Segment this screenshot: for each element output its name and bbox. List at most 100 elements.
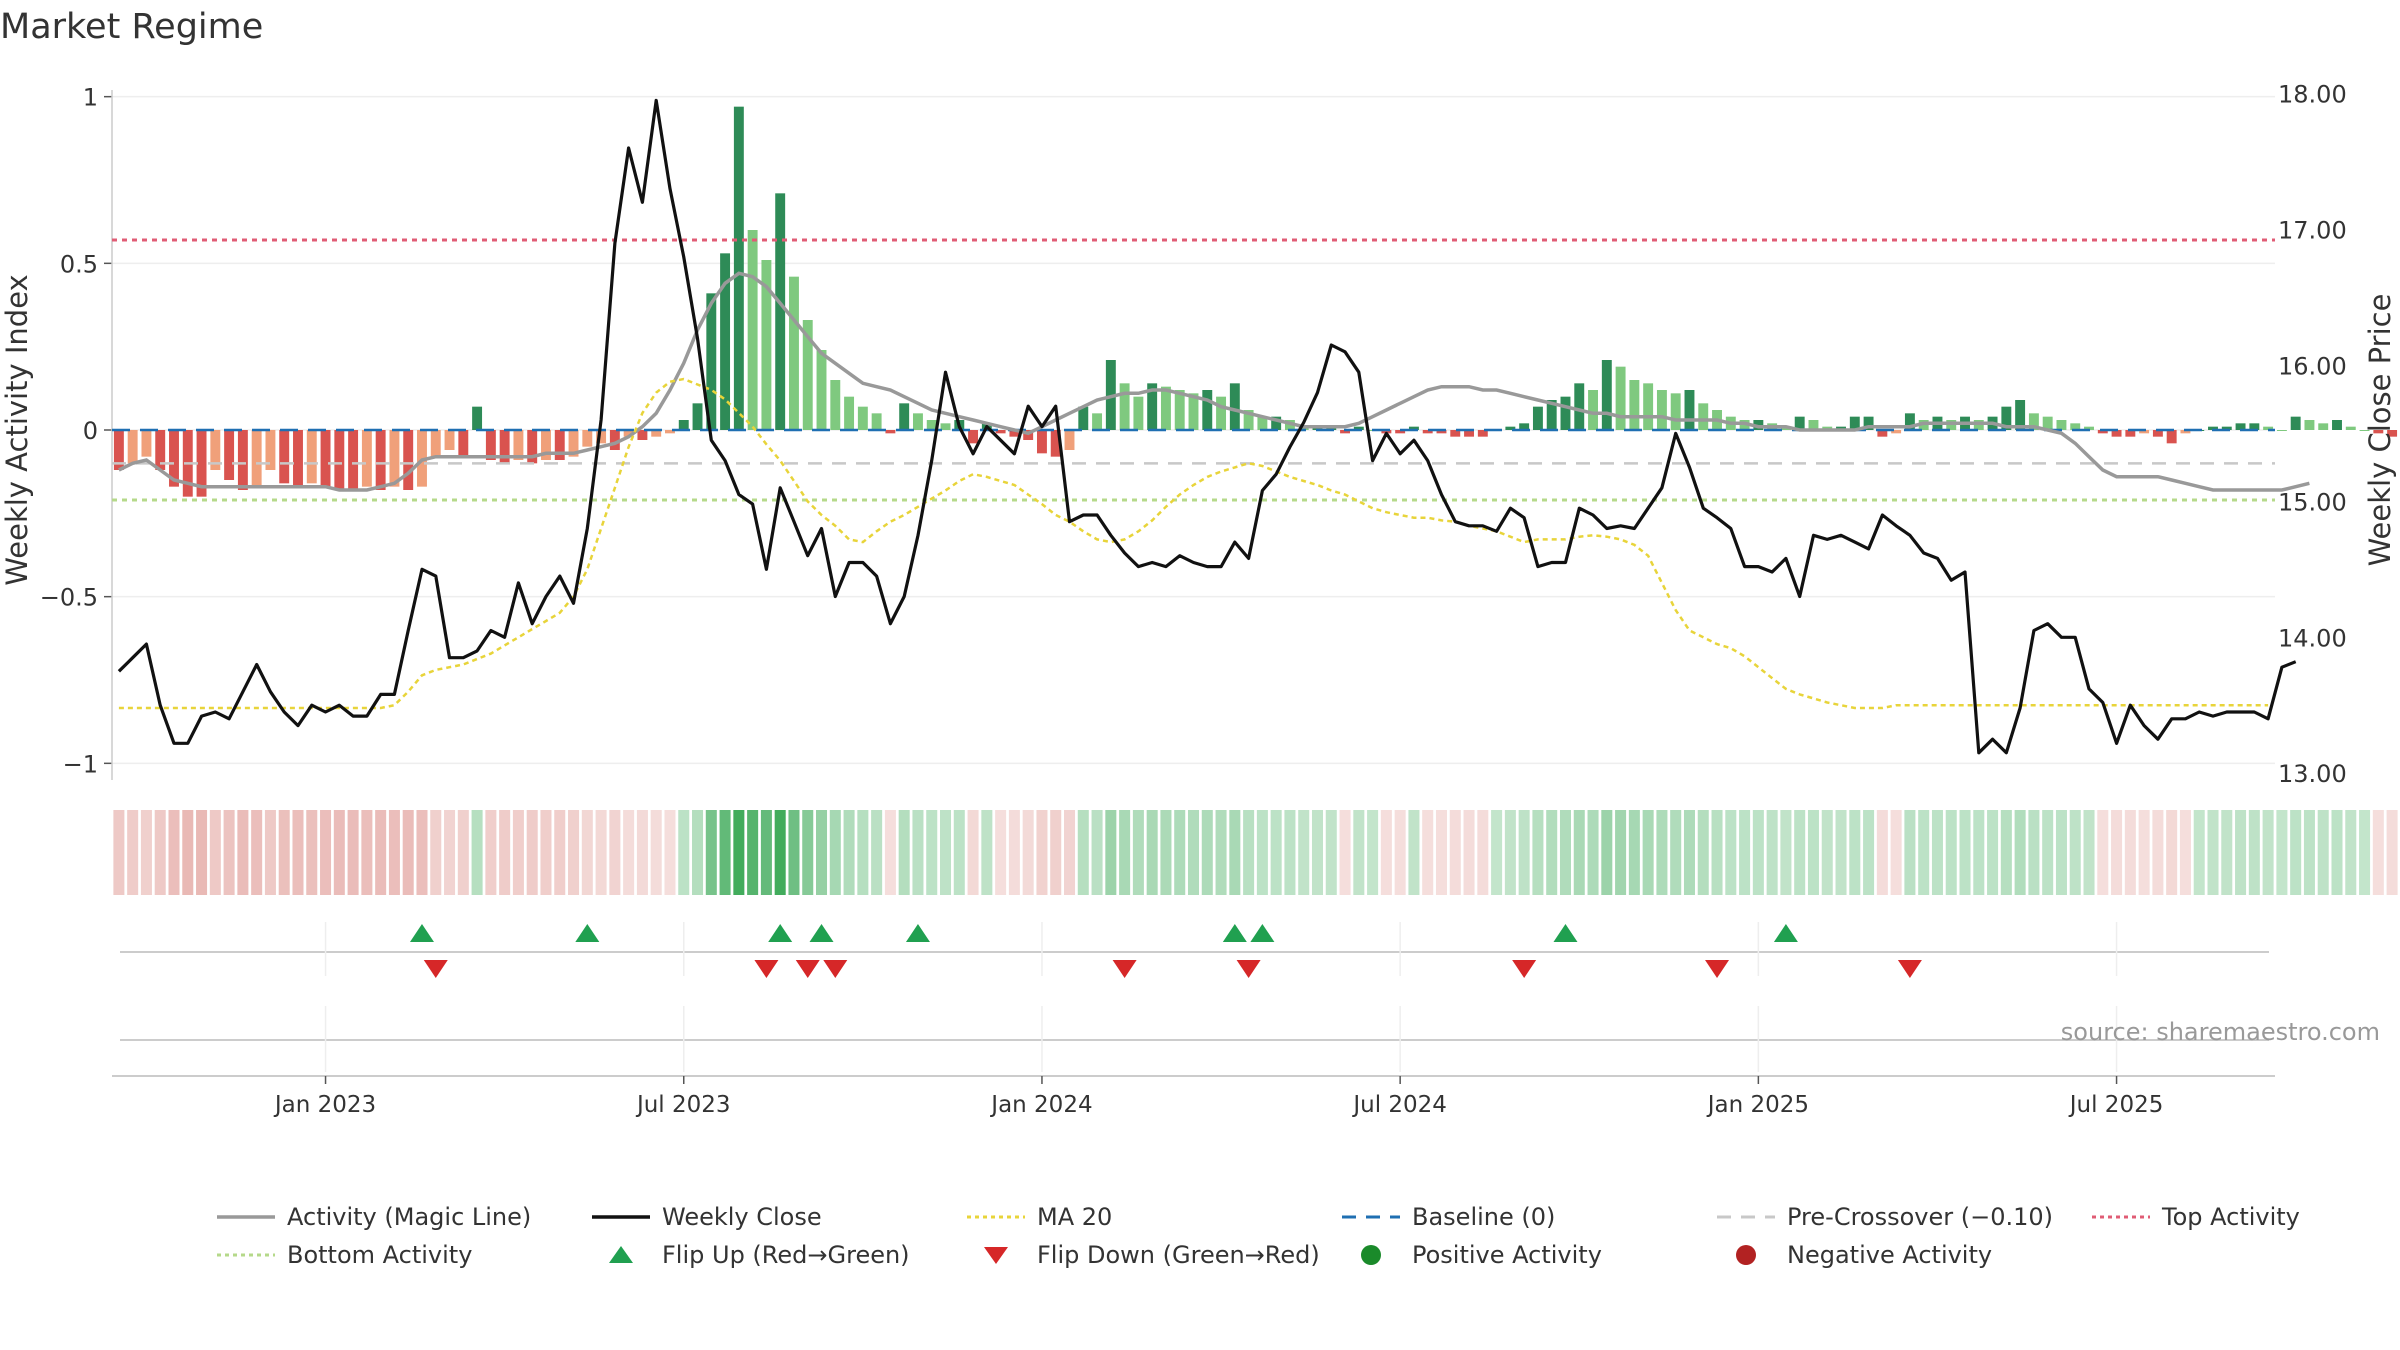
regime-cell: [609, 810, 621, 895]
flip-down-marker: [754, 960, 779, 978]
activity-bar: [1216, 396, 1227, 430]
activity-bar: [1271, 416, 1282, 430]
legend-swatch: [967, 1215, 1025, 1219]
regime-cell: [2179, 810, 2191, 895]
activity-bar: [1078, 406, 1089, 430]
activity-bar: [1849, 416, 1860, 430]
activity-bar: [912, 413, 923, 430]
regime-cell: [1987, 810, 1999, 895]
regime-cell: [1931, 810, 1943, 895]
legend-label: Positive Activity: [1412, 1241, 1602, 1269]
regime-cell: [2386, 810, 2398, 895]
regime-cell: [1973, 810, 1985, 895]
legend-swatch: [1736, 1245, 1756, 1265]
legend-item: Flip Down (Green→Red): [965, 1241, 1340, 1269]
regime-cell: [347, 810, 359, 895]
regime-cell: [1311, 810, 1324, 895]
activity-bar: [458, 430, 469, 457]
activity-bar: [1891, 430, 1902, 434]
regime-cell: [430, 810, 442, 895]
legend-item: Weekly Close: [590, 1203, 965, 1231]
regime-cell: [1284, 810, 1296, 895]
legend-swatch: [1342, 1215, 1400, 1219]
activity-bar: [389, 430, 400, 487]
regime-cell: [526, 810, 538, 895]
regime-cell: [1160, 810, 1172, 895]
ylabel-right: Weekly Close Price: [2363, 294, 2397, 567]
activity-bar: [1395, 430, 1406, 434]
regime-cell: [1628, 810, 1640, 895]
activity-bar: [306, 430, 317, 484]
regime-cell: [540, 810, 552, 895]
activity-bar: [720, 253, 731, 430]
activity-bar: [1257, 416, 1268, 430]
activity-bar: [2125, 430, 2136, 437]
regime-cell: [1918, 810, 1930, 895]
legend-label: Negative Activity: [1787, 1241, 1993, 1269]
regime-cell: [154, 810, 166, 895]
flip-markers-panel: [120, 924, 2269, 978]
regime-cell: [237, 810, 249, 895]
ylabel-left: Weekly Activity Index: [0, 274, 34, 585]
legend-swatch: [984, 1247, 1008, 1264]
activity-bar: [761, 260, 772, 430]
activity-bar: [1133, 396, 1144, 430]
activity-price-panel: 1 0.5 0 −0.5 −1 18.00 17.00 16.00 15.00 14.00 13.0…: [40, 81, 2398, 788]
regime-cell: [1587, 810, 1599, 895]
regime-cell: [1532, 810, 1544, 895]
right-tick-label: 18.00: [2278, 81, 2347, 109]
regime-cell: [1119, 810, 1131, 895]
left-tick-label: 0.5: [60, 250, 98, 278]
activity-bar: [582, 430, 593, 447]
regime-cell: [1256, 810, 1268, 895]
activity-bar: [899, 403, 910, 430]
regime-cell: [1353, 810, 1365, 895]
legend-item: Activity (Magic Line): [215, 1203, 590, 1231]
left-tick-label: 0: [83, 417, 98, 445]
regime-cell: [1105, 810, 1117, 895]
activity-bar: [1684, 390, 1695, 430]
regime-cell: [678, 810, 690, 895]
activity-bar: [2345, 426, 2356, 430]
regime-cell: [802, 810, 814, 895]
activity-bar: [596, 430, 607, 444]
activity-bar: [334, 430, 345, 490]
activity-bar: [430, 430, 441, 457]
regime-cell: [1546, 810, 1558, 895]
regime-cell: [871, 810, 883, 895]
regime-cell: [1876, 810, 1888, 895]
legend-item: MA 20: [965, 1203, 1340, 1231]
activity-bar: [568, 430, 579, 457]
activity-bar: [2180, 430, 2191, 434]
legend-label: Bottom Activity: [287, 1241, 473, 1269]
legend-item: Baseline (0): [1340, 1203, 1715, 1231]
x-tick-label: Jan 2024: [989, 1092, 1092, 1118]
activity-bar: [2304, 420, 2315, 430]
regime-cell: [2028, 810, 2040, 895]
activity-bar: [361, 430, 372, 487]
activity-bar: [940, 423, 951, 430]
regime-cell: [1504, 810, 1516, 895]
activity-bar: [651, 430, 662, 437]
regime-cell: [127, 810, 139, 895]
regime-cell: [1367, 810, 1379, 895]
regime-cell: [388, 810, 400, 895]
activity-bar: [830, 380, 841, 430]
legend-swatch: [2092, 1215, 2150, 1219]
activity-bar: [1560, 396, 1571, 430]
legend-swatch: [217, 1253, 275, 1257]
x-tick-label: Jul 2023: [635, 1092, 731, 1118]
regime-cell: [292, 810, 304, 895]
regime-cell: [1807, 810, 1819, 895]
activity-bar: [789, 276, 799, 430]
regime-cell: [1890, 810, 1902, 895]
flip-up-marker: [1553, 924, 1578, 942]
activity-bar: [1202, 390, 1213, 430]
activity-bar: [1615, 366, 1626, 430]
activity-bar: [995, 430, 1006, 434]
activity-bar: [375, 430, 386, 490]
activity-bar: [1629, 380, 1640, 430]
regime-cell: [816, 810, 828, 895]
regime-cell: [1683, 810, 1695, 895]
